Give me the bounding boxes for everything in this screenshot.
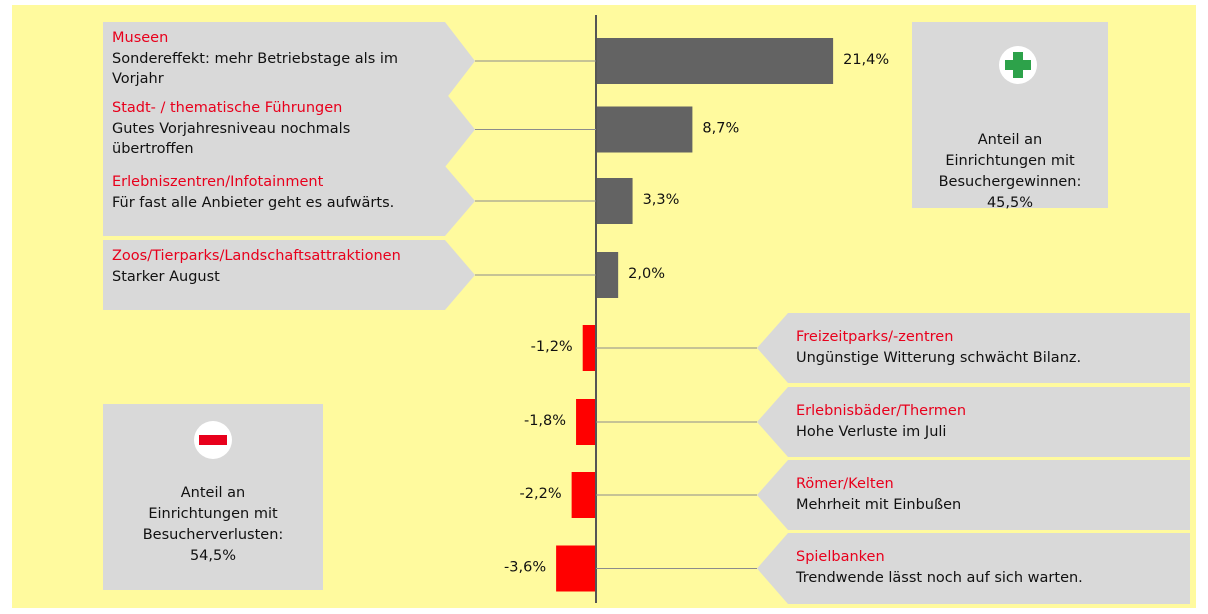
category-title: Stadt- / thematische Führungen [112,100,342,116]
value-label: 2,0% [628,266,665,282]
annotation: 54,5% [190,548,236,564]
description: Gutes Vorjahresniveau nochmals [112,121,350,137]
description: Hohe Verluste im Juli [796,424,946,440]
annotation: Anteil an [978,132,1042,148]
bar [596,252,619,298]
description: Starker August [112,269,220,285]
bar [576,399,596,445]
bar [582,325,596,371]
callout [103,22,475,100]
bar [596,106,693,153]
minus-sign [199,435,227,445]
callout [103,92,475,167]
annotation: Einrichtungen mit [945,153,1075,169]
description: Für fast alle Anbieter geht es aufwärts. [112,195,394,211]
bar [571,472,596,518]
callout [103,166,475,236]
annotation: Anteil an [181,485,245,501]
description: übertroffen [112,141,194,157]
category-title: Zoos/Tierparks/Landschaftsattraktionen [112,248,401,264]
bar [556,545,596,592]
category-title: Freizeitparks/-zentren [796,329,953,345]
value-label: -3,6% [504,560,546,576]
plus-sign [1005,52,1031,78]
value-label: -2,2% [520,486,562,502]
value-label: 21,4% [843,52,889,68]
description: Sondereffekt: mehr Betriebstage als im [112,51,398,67]
callout [757,460,1190,530]
value-label: 3,3% [643,192,680,208]
callout [757,387,1190,457]
annotation: 45,5% [987,195,1033,211]
value-label: 8,7% [702,121,739,137]
annotation: Einrichtungen mit [148,506,278,522]
bars [556,38,834,592]
annotation: Besuchergewinnen: [939,174,1082,190]
category-title: Erlebniszentren/Infotainment [112,174,324,190]
category-title: Erlebnisbäder/Thermen [796,403,966,419]
category-title: Römer/Kelten [796,476,894,492]
description: Ungünstige Witterung schwächt Bilanz. [796,350,1081,366]
description: Mehrheit mit Einbußen [796,497,961,513]
value-label: -1,2% [531,339,573,355]
callout [757,533,1190,604]
description: Trendwende lässt noch auf sich warten. [795,570,1083,586]
callout [103,240,475,310]
value-label: -1,8% [524,413,566,429]
annotation: Besucherverlusten: [143,527,284,543]
bar [596,178,633,224]
category-title: Spielbanken [796,549,885,565]
category-title: Museen [112,30,168,46]
callout [757,313,1190,383]
bar [596,38,834,84]
description: Vorjahr [112,71,164,87]
